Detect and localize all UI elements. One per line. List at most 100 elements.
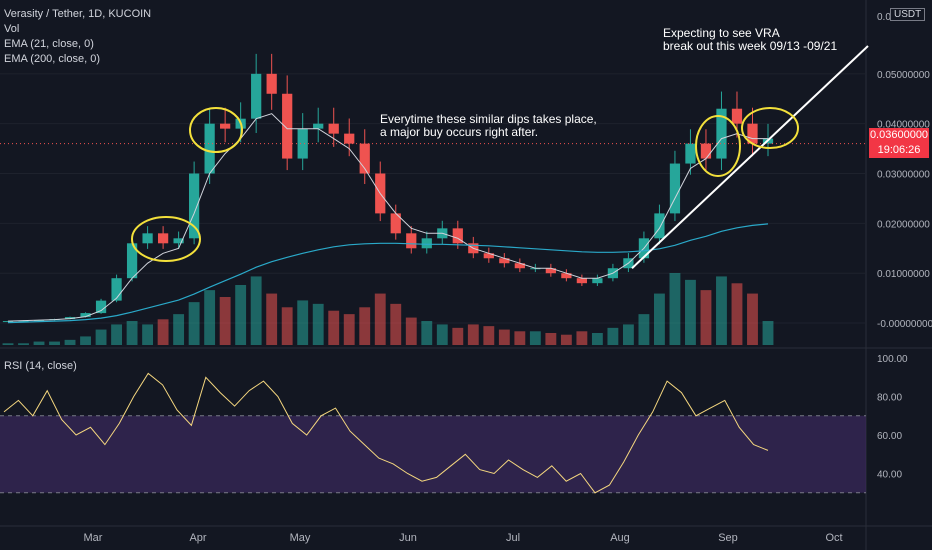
candle-body	[576, 278, 587, 284]
last-price: 0.03600000	[869, 129, 929, 141]
time-tick-label: Jun	[399, 532, 417, 544]
candle-body	[142, 233, 153, 244]
price-tick-label: -0.00000000	[877, 319, 932, 330]
ema200-indicator-label[interactable]: EMA (200, close, 0)	[4, 53, 100, 65]
candle-body	[328, 123, 339, 134]
volume-bar	[188, 302, 200, 345]
candle-body	[545, 268, 556, 274]
candle-body	[157, 233, 169, 244]
candle-body	[359, 143, 370, 174]
chart-legend: Verasity / Tether, 1D, KUCOIN Vol EMA (2…	[4, 7, 151, 67]
ema200-line	[7, 223, 769, 324]
candle-body	[220, 123, 231, 129]
volume-bar	[49, 341, 60, 345]
dips-annotation-line-2: a major buy occurs right after.	[380, 125, 539, 139]
volume-bar	[498, 329, 510, 345]
breakout-annotation-line-1: Expecting to see VRA	[663, 26, 780, 40]
candle-body	[111, 278, 122, 301]
candle-body	[282, 93, 293, 159]
volume-bar	[576, 331, 588, 345]
time-tick-label: Aug	[610, 532, 630, 544]
volume-indicator-label[interactable]: Vol	[4, 23, 20, 35]
candle-body	[126, 243, 138, 279]
highlight-ellipse	[695, 115, 741, 177]
volume-bar	[343, 314, 355, 345]
candle-body	[189, 173, 200, 239]
volume-bar	[731, 283, 743, 345]
volume-bar	[638, 314, 650, 345]
volume-bar	[529, 331, 541, 345]
volume-bar	[467, 324, 479, 345]
volume-bar	[235, 285, 247, 345]
rsi-indicator-label[interactable]: RSI (14, close)	[4, 360, 77, 372]
dips-annotation-line-1: Everytime these similar dips takes place…	[380, 112, 597, 126]
candle-body	[251, 73, 262, 119]
candle-body	[406, 233, 417, 249]
candle-body	[313, 123, 324, 129]
volume-bar	[204, 290, 216, 345]
volume-bar	[545, 333, 557, 345]
rsi-tick-label: 40.00	[877, 470, 902, 481]
rsi-legend: RSI (14, close)	[4, 359, 77, 374]
candle-body	[654, 213, 665, 239]
candle-body	[64, 317, 76, 320]
ema21-indicator-label[interactable]: EMA (21, close, 0)	[4, 38, 94, 50]
volume-bar	[716, 276, 727, 345]
symbol-title[interactable]: Verasity / Tether, 1D, KUCOIN	[4, 8, 152, 20]
volume-bar	[762, 321, 774, 345]
candle-body	[700, 143, 712, 159]
rsi-band	[0, 415, 866, 493]
candle-body	[592, 278, 603, 284]
candle-body	[731, 108, 743, 124]
candle-body	[204, 123, 215, 174]
rsi-tick-label: 80.00	[877, 393, 902, 404]
volume-bar	[390, 303, 402, 345]
price-tick-label: 0.03000000	[877, 170, 930, 181]
volume-bar	[281, 307, 293, 345]
volume-bar	[514, 331, 526, 345]
volume-bar	[173, 314, 185, 345]
breakout-annotation-line-2: break out this week 09/13 -09/21	[663, 39, 838, 53]
volume-bar	[33, 341, 45, 345]
volume-bar	[297, 300, 309, 345]
candle-body	[2, 321, 14, 323]
rsi-tick-label: 60.00	[877, 431, 902, 442]
highlight-ellipse	[189, 107, 243, 153]
volume-bar	[654, 293, 665, 345]
volume-bar	[126, 321, 138, 345]
candle-body	[530, 268, 541, 270]
candle-body	[669, 163, 681, 214]
volume-bar	[560, 334, 572, 345]
currency-unit-badge[interactable]: USDT	[890, 8, 926, 21]
candle-body	[390, 213, 401, 234]
candle-body	[421, 238, 432, 249]
volume-bar	[64, 339, 76, 345]
volume-bar	[483, 326, 495, 345]
trendline	[631, 45, 869, 269]
volume-bar	[111, 324, 122, 345]
time-tick-label: Apr	[189, 532, 206, 544]
candle-body	[297, 128, 308, 159]
volume-bar	[95, 329, 107, 345]
candle-body	[747, 123, 758, 144]
candle-body	[561, 273, 572, 279]
volume-bar	[452, 327, 464, 345]
candle-body	[266, 73, 277, 94]
volume-bar	[622, 324, 634, 345]
volume-bar	[142, 324, 154, 345]
dips-annotation: Everytime these similar dips takes place…	[380, 113, 597, 139]
volume-bar	[359, 307, 371, 345]
volume-bar	[219, 297, 231, 345]
candle-body	[344, 133, 355, 144]
price-tick-label: 0.05000000	[877, 70, 930, 81]
volume-bar	[607, 327, 619, 345]
candle-body	[95, 300, 107, 314]
time-tick-label: Oct	[825, 532, 842, 544]
price-tick-label: 0.02000000	[877, 219, 930, 230]
volume-bar	[328, 310, 340, 345]
volume-bar	[669, 273, 681, 345]
candle-body	[514, 263, 525, 269]
volume-bar	[18, 343, 29, 345]
candle-body	[452, 228, 463, 244]
